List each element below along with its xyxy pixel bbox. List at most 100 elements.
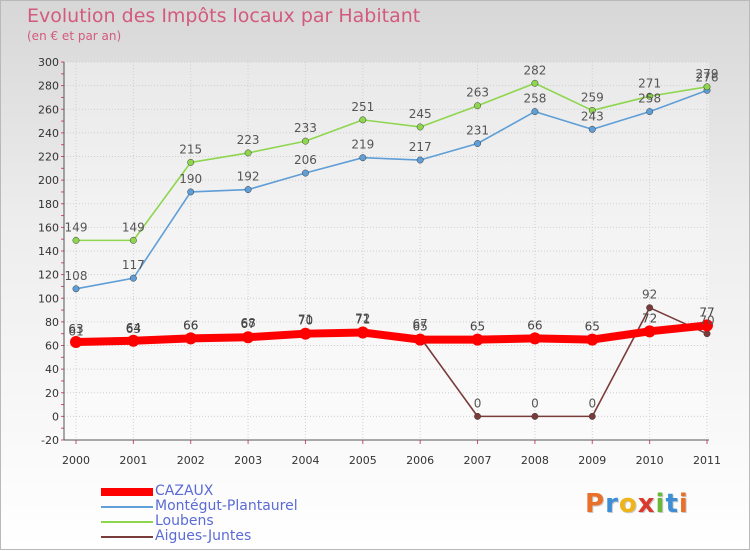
data-label-montegut: 192 <box>237 170 260 184</box>
data-label-aigues: 92 <box>642 288 657 302</box>
data-label-cazaux: 66 <box>183 318 198 332</box>
data-label-montegut: 190 <box>179 172 202 186</box>
x-tick-label: 2003 <box>234 454 262 467</box>
x-tick-label: 2005 <box>349 454 377 467</box>
brand-letter: i <box>655 489 666 519</box>
y-tick-label: -20 <box>41 434 59 447</box>
data-label-montegut: 206 <box>294 153 317 167</box>
data-label-loubens: 271 <box>638 76 661 90</box>
data-point-cazaux <box>471 333 484 346</box>
data-point-aigues <box>646 304 654 312</box>
y-tick-label: 240 <box>38 127 59 140</box>
legend-label-cazaux: CAZAUX <box>155 483 214 499</box>
series-line-montegut <box>75 89 708 290</box>
x-tick-label: 2011 <box>693 454 721 467</box>
x-tick-label: 2010 <box>636 454 664 467</box>
legend-swatch-loubens <box>101 521 153 523</box>
data-label-montegut: 231 <box>466 124 489 138</box>
data-point-montegut <box>72 285 80 293</box>
legend-swatch-montegut <box>101 506 153 508</box>
data-point-montegut <box>359 154 367 162</box>
proxiti-logo: Proxiti <box>585 489 689 519</box>
chart-title: Evolution des Impôts locaux par Habitant <box>27 5 421 27</box>
data-label-aigues: 66 <box>183 318 198 332</box>
data-point-montegut <box>588 125 596 133</box>
data-point-cazaux <box>528 332 541 345</box>
data-label-cazaux: 66 <box>527 318 542 332</box>
data-point-aigues <box>531 412 539 420</box>
data-point-loubens <box>646 92 654 100</box>
data-label-montegut: 108 <box>65 269 88 283</box>
data-point-loubens <box>129 236 137 244</box>
legend-label-aigues: Aigues-Juntes <box>155 528 252 544</box>
x-tick-label: 2000 <box>62 454 90 467</box>
y-tick-label: 0 <box>52 410 59 423</box>
data-point-aigues <box>703 330 711 338</box>
data-point-aigues <box>474 412 481 420</box>
brand-letter: P <box>585 489 606 519</box>
series-line-cazaux <box>72 321 711 346</box>
data-label-montegut: 258 <box>523 92 546 106</box>
y-tick-label: 200 <box>38 174 59 187</box>
data-label-montegut: 243 <box>581 109 604 123</box>
data-point-montegut <box>531 108 539 116</box>
data-label-loubens: 149 <box>122 220 145 234</box>
data-label-cazaux: 63 <box>68 322 83 336</box>
data-label-aigues: 0 <box>474 396 482 410</box>
data-label-cazaux: 72 <box>642 311 657 325</box>
data-point-loubens <box>187 158 195 166</box>
data-point-montegut <box>646 108 654 116</box>
x-tick-label: 2008 <box>521 454 549 467</box>
data-label-aigues: 68 <box>240 316 255 330</box>
data-point-montegut <box>474 140 481 147</box>
data-point-cazaux <box>414 333 427 346</box>
data-label-aigues: 67 <box>413 317 428 331</box>
data-label-cazaux: 77 <box>699 305 714 319</box>
data-label-montegut: 276 <box>696 70 719 84</box>
data-label-aigues: 70 <box>699 314 714 328</box>
data-label-montegut: 219 <box>351 138 374 152</box>
data-point-montegut <box>244 186 252 194</box>
data-point-loubens <box>244 149 252 157</box>
data-point-cazaux <box>586 333 599 346</box>
data-label-cazaux: 71 <box>355 313 370 327</box>
data-label-loubens: 251 <box>351 100 374 114</box>
x-tick-label: 2002 <box>177 454 205 467</box>
legend-swatch-aigues <box>101 536 153 538</box>
data-label-loubens: 223 <box>237 133 260 147</box>
x-tick-label: 2007 <box>464 454 492 467</box>
data-point-loubens <box>531 79 539 87</box>
series-line-loubens <box>75 82 708 242</box>
data-point-loubens <box>703 83 711 91</box>
data-label-cazaux: 70 <box>298 314 313 328</box>
data-point-montegut <box>416 156 424 164</box>
data-label-cazaux: 65 <box>413 320 428 334</box>
y-tick-label: 300 <box>38 56 59 69</box>
data-point-cazaux <box>356 326 369 339</box>
data-point-montegut <box>302 169 309 177</box>
data-label-montegut: 117 <box>122 258 145 272</box>
data-label-aigues: 71 <box>298 313 313 327</box>
data-point-cazaux <box>242 331 255 344</box>
data-point-loubens <box>416 123 424 131</box>
data-point-aigues <box>588 412 596 420</box>
y-tick-label: 160 <box>38 221 59 234</box>
data-label-montegut: 258 <box>638 92 661 106</box>
brand-letter: i <box>678 489 689 519</box>
y-tick-label: 100 <box>38 292 59 305</box>
y-tick-label: 20 <box>45 387 59 400</box>
data-label-aigues: 63 <box>126 322 141 336</box>
y-tick-label: 80 <box>45 316 59 329</box>
data-label-loubens: 282 <box>523 63 546 77</box>
brand-letter: r <box>605 489 619 519</box>
data-point-loubens <box>474 102 481 110</box>
data-label-loubens: 215 <box>179 142 202 156</box>
data-label-loubens: 259 <box>581 90 604 104</box>
y-tick-label: 140 <box>38 245 59 258</box>
data-label-loubens: 263 <box>466 86 489 100</box>
legend-swatch-cazaux <box>101 488 153 496</box>
y-tick-label: 280 <box>38 80 59 93</box>
data-label-cazaux: 65 <box>470 320 485 334</box>
data-label-montegut: 217 <box>409 140 432 154</box>
